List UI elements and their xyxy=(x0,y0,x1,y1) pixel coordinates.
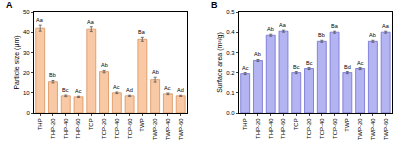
svg-text:Surface area (m²/g): Surface area (m²/g) xyxy=(216,32,224,93)
svg-text:THP-20: THP-20 xyxy=(50,118,56,139)
svg-text:TWP-20: TWP-20 xyxy=(357,118,363,141)
svg-text:Ac: Ac xyxy=(242,65,249,71)
svg-text:TWP-60: TWP-60 xyxy=(178,118,184,141)
svg-text:40: 40 xyxy=(23,29,30,35)
svg-text:0.4: 0.4 xyxy=(226,29,235,35)
svg-text:TCP-60: TCP-60 xyxy=(127,118,133,139)
svg-text:0.0: 0.0 xyxy=(226,110,235,116)
svg-text:TWP: TWP xyxy=(139,118,145,131)
svg-text:THP: THP xyxy=(37,118,43,130)
svg-text:TCP: TCP xyxy=(293,118,299,130)
svg-text:0: 0 xyxy=(26,110,30,116)
svg-text:TWP-40: TWP-40 xyxy=(165,118,171,141)
svg-text:0.2: 0.2 xyxy=(226,70,235,76)
svg-text:50: 50 xyxy=(23,9,30,15)
svg-text:THP-40: THP-40 xyxy=(268,118,274,139)
svg-text:20: 20 xyxy=(23,70,30,76)
svg-text:Ac: Ac xyxy=(357,60,364,66)
svg-text:THP-60: THP-60 xyxy=(75,118,81,139)
svg-text:Ad: Ad xyxy=(126,87,133,93)
svg-text:Ab: Ab xyxy=(152,69,159,75)
svg-text:Bc: Bc xyxy=(306,60,313,66)
svg-text:Ac: Ac xyxy=(164,85,171,91)
svg-text:Bc: Bc xyxy=(293,64,300,70)
svg-text:Ac: Ac xyxy=(75,88,82,94)
svg-text:30: 30 xyxy=(23,50,30,56)
svg-text:TWP-40: TWP-40 xyxy=(370,118,376,141)
svg-text:Aa: Aa xyxy=(87,19,95,25)
svg-text:0.1: 0.1 xyxy=(226,90,235,96)
svg-text:TCP: TCP xyxy=(88,118,94,130)
svg-text:Ab: Ab xyxy=(267,26,274,32)
svg-text:Ba: Ba xyxy=(331,23,339,29)
svg-text:TCP-60: TCP-60 xyxy=(332,118,338,139)
svg-text:Ab: Ab xyxy=(369,32,376,38)
svg-text:Ab: Ab xyxy=(101,62,108,68)
svg-text:Bb: Bb xyxy=(318,32,325,38)
svg-text:THP-60: THP-60 xyxy=(280,118,286,139)
svg-text:Particle size (μm): Particle size (μm) xyxy=(13,35,21,89)
svg-text:0.3: 0.3 xyxy=(226,50,235,56)
svg-text:Ac: Ac xyxy=(113,84,120,90)
svg-text:A: A xyxy=(6,0,13,10)
svg-text:0.5: 0.5 xyxy=(226,9,235,15)
svg-text:TCP-40: TCP-40 xyxy=(319,118,325,139)
svg-text:Aa: Aa xyxy=(279,22,287,28)
svg-text:Ad: Ad xyxy=(177,87,184,93)
svg-text:10: 10 xyxy=(23,90,30,96)
svg-text:TWP: TWP xyxy=(344,118,350,131)
svg-text:Aa: Aa xyxy=(36,17,44,23)
svg-text:TWP-60: TWP-60 xyxy=(383,118,389,141)
svg-text:THP-20: THP-20 xyxy=(255,118,261,139)
svg-text:TCP-20: TCP-20 xyxy=(101,118,107,139)
svg-text:Bb: Bb xyxy=(49,72,56,78)
svg-text:TWP-20: TWP-20 xyxy=(152,118,158,141)
svg-text:THP-40: THP-40 xyxy=(63,118,69,139)
svg-text:THP: THP xyxy=(242,118,248,130)
svg-text:Bc: Bc xyxy=(62,87,69,93)
svg-text:TCP-40: TCP-40 xyxy=(114,118,120,139)
svg-text:Aa: Aa xyxy=(382,23,390,29)
svg-text:Ab: Ab xyxy=(254,51,261,57)
svg-text:TCP-20: TCP-20 xyxy=(306,118,312,139)
svg-text:Ba: Ba xyxy=(138,29,146,35)
svg-text:B: B xyxy=(211,0,218,10)
svg-text:Bd: Bd xyxy=(344,64,351,70)
